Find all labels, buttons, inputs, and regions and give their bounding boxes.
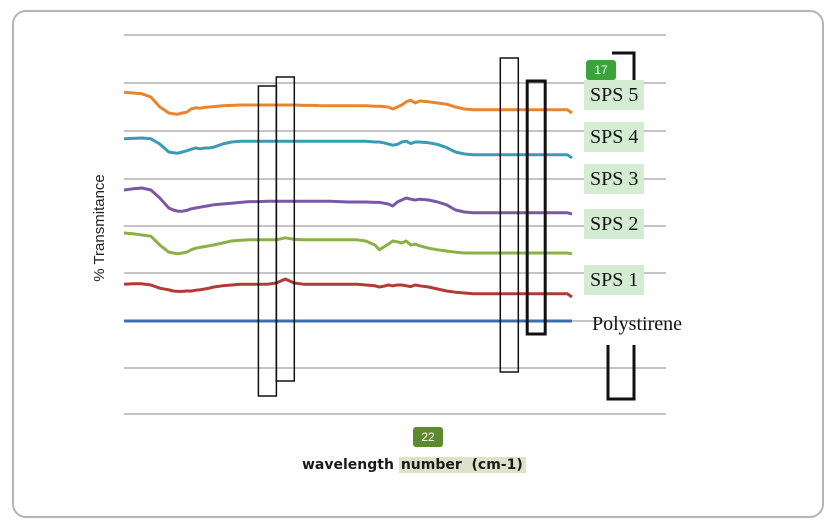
legend-sps4: SPS 4: [584, 122, 645, 152]
number-badge-top: 17: [586, 60, 616, 80]
highlight-box: [275, 76, 296, 382]
series-line-sps-1: [123, 277, 573, 299]
series-lines: [123, 90, 573, 323]
legend-sps1: SPS 1: [584, 265, 645, 295]
number-badge-bottom: 22: [413, 427, 443, 447]
legend-sps2: SPS 2: [584, 209, 645, 239]
series-line-sps-5: [123, 90, 573, 116]
gridlines: [124, 34, 666, 415]
legend-sps5: SPS 5: [584, 80, 645, 110]
series-line-sps-2: [123, 231, 573, 256]
x-axis-label: wavelength number (cm-1): [302, 452, 526, 478]
legend-bracket: [606, 51, 636, 401]
highlight-box: [525, 79, 547, 336]
highlight-box: [499, 57, 520, 373]
highlight-boxes: [257, 51, 636, 401]
y-axis-label: % Transmitance: [91, 174, 108, 282]
series-line-sps-3: [123, 186, 573, 216]
x-axis-label-part1: wavelength: [302, 457, 399, 473]
legend-sps3: SPS 3: [584, 164, 645, 194]
series-line-sps-4: [123, 136, 573, 160]
x-axis-label-part2: number (cm-1): [398, 457, 526, 473]
legend-polystirene: Polystirene: [592, 313, 682, 335]
